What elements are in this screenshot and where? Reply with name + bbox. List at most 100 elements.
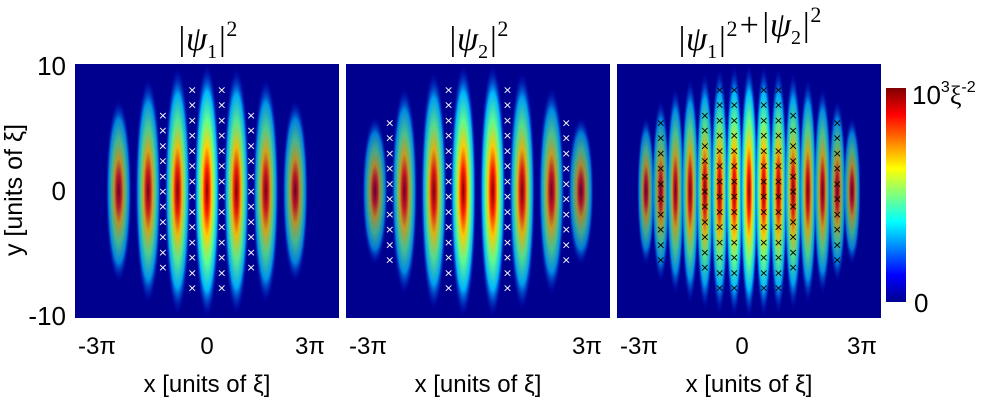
vortex-marker: ×	[774, 175, 783, 188]
vortex-marker: ×	[217, 83, 226, 96]
vortex-marker: ×	[656, 132, 665, 145]
vortex-marker: ×	[789, 109, 798, 122]
heatmap-fringe	[681, 77, 700, 305]
vortex-marker: ×	[715, 99, 724, 112]
heatmap-fringe	[420, 71, 447, 311]
vortex-marker: ×	[730, 190, 739, 203]
y-axis: 10 0 -10 y [units of ξ]	[0, 51, 66, 331]
vortex-marker: ×	[503, 190, 512, 203]
vortex-marker: ×	[774, 282, 783, 295]
vortex-marker: ×	[188, 282, 197, 295]
vortex-marker: ×	[385, 208, 394, 221]
vortex-marker: ×	[759, 236, 768, 249]
colorbar-max-label: 103ξ-2	[912, 79, 976, 110]
vortex-marker: ×	[562, 116, 571, 129]
heatmap-fringe	[842, 116, 861, 266]
panel-3-x-tick-label-right: 3π	[847, 333, 877, 360]
panel-1-x-axis-label: x [units of ξ]	[144, 371, 271, 398]
vortex-marker: ×	[730, 144, 739, 157]
vortex-marker: ×	[700, 215, 709, 228]
vortex-marker: ×	[217, 251, 226, 264]
vortex-marker: ×	[789, 215, 798, 228]
vortex-marker: ×	[774, 99, 783, 112]
panel-3: |ψ1|2+|ψ2|2 ××××××××××××××××××××××××××××…	[617, 2, 881, 318]
vortex-marker: ×	[759, 160, 768, 173]
panel-1: |ψ1|2 ××××××××××××××××××××××××××××××××××…	[75, 16, 339, 318]
vortex-marker: ×	[217, 129, 226, 142]
vortex-marker: ×	[562, 132, 571, 145]
vortex-marker: ×	[759, 190, 768, 203]
panel-1-x-tick-label-center: 0	[200, 333, 213, 360]
vortex-marker: ×	[188, 251, 197, 264]
heatmap-fringe	[710, 67, 729, 315]
vortex-marker: ×	[833, 132, 842, 145]
vortex-marker: ×	[656, 147, 665, 160]
vortex-marker: ×	[562, 223, 571, 236]
panel-1-heatmap	[105, 64, 309, 318]
vortex-marker: ×	[833, 177, 842, 190]
vortex-marker: ×	[247, 231, 256, 244]
panel-3-x-axis: -3π 0 3π x [units of ξ]	[620, 333, 877, 398]
vortex-marker: ×	[503, 221, 512, 234]
vortex-marker: ×	[562, 254, 571, 267]
vortex-marker: ×	[158, 215, 167, 228]
vortex-marker: ×	[158, 185, 167, 198]
vortex-marker: ×	[715, 282, 724, 295]
vortex-marker: ×	[503, 175, 512, 188]
vortex-marker: ×	[833, 116, 842, 129]
vortex-marker: ×	[247, 200, 256, 213]
vortex-marker: ×	[444, 221, 453, 234]
vortex-marker: ×	[656, 193, 665, 206]
vortex-marker: ×	[158, 109, 167, 122]
panel-2-vortex-markers: × × × × × × × × × × × × × × × × × × × × × × × × × × × × × × × × × × × × × × × ×…	[385, 83, 571, 294]
vortex-marker: ×	[385, 177, 394, 190]
vortex-marker: ×	[503, 144, 512, 157]
vortex-marker: ×	[656, 238, 665, 251]
vortex-marker: ×	[759, 282, 768, 295]
panel-1-title: |ψ1|2	[177, 16, 238, 63]
vortex-marker: ×	[656, 116, 665, 129]
panel-2: |ψ2|2 ××××××××××××××××××××××××××××××××××…	[346, 16, 610, 318]
vortex-marker: ×	[385, 162, 394, 175]
vortex-marker: ×	[715, 221, 724, 234]
vortex-marker: ×	[158, 200, 167, 213]
heatmap-fringe	[538, 86, 565, 296]
panel-3-heatmap	[637, 64, 861, 318]
vortex-marker: ×	[774, 221, 783, 234]
vortex-marker: ×	[656, 254, 665, 267]
vortex-marker: ×	[217, 190, 226, 203]
vortex-marker: ×	[503, 266, 512, 279]
vortex-marker: ×	[789, 261, 798, 274]
vortex-marker: ×	[444, 205, 453, 218]
vortex-marker: ×	[833, 162, 842, 175]
vortex-marker: ×	[158, 261, 167, 274]
vortex-marker: ×	[385, 116, 394, 129]
heatmap-fringe	[637, 116, 656, 266]
vortex-marker: ×	[562, 208, 571, 221]
colorbar: 103ξ-2 0	[886, 79, 976, 318]
vortex-marker: ×	[730, 221, 739, 234]
panel-3-x-axis-label: x [units of ξ]	[686, 371, 813, 398]
vortex-marker: ×	[385, 238, 394, 251]
vortex-marker: ×	[759, 175, 768, 188]
vortex-marker: ×	[700, 155, 709, 168]
vortex-marker: ×	[217, 236, 226, 249]
vortex-marker: ×	[188, 221, 197, 234]
vortex-marker: ×	[774, 144, 783, 157]
heatmap-fringe	[479, 64, 506, 318]
vortex-marker: ×	[789, 185, 798, 198]
vortex-marker: ×	[730, 266, 739, 279]
vortex-marker: ×	[562, 238, 571, 251]
heatmap-fringe	[740, 64, 758, 318]
vortex-marker: ×	[759, 144, 768, 157]
vortex-marker: ×	[730, 205, 739, 218]
vortex-marker: ×	[503, 114, 512, 127]
vortex-marker: ×	[188, 83, 197, 96]
vortex-marker: ×	[833, 238, 842, 251]
vortex-marker: ×	[217, 160, 226, 173]
vortex-marker: ×	[385, 132, 394, 145]
colorbar-gradient	[886, 88, 906, 302]
heatmap-fringe	[223, 67, 250, 315]
vortex-marker: ×	[700, 200, 709, 213]
